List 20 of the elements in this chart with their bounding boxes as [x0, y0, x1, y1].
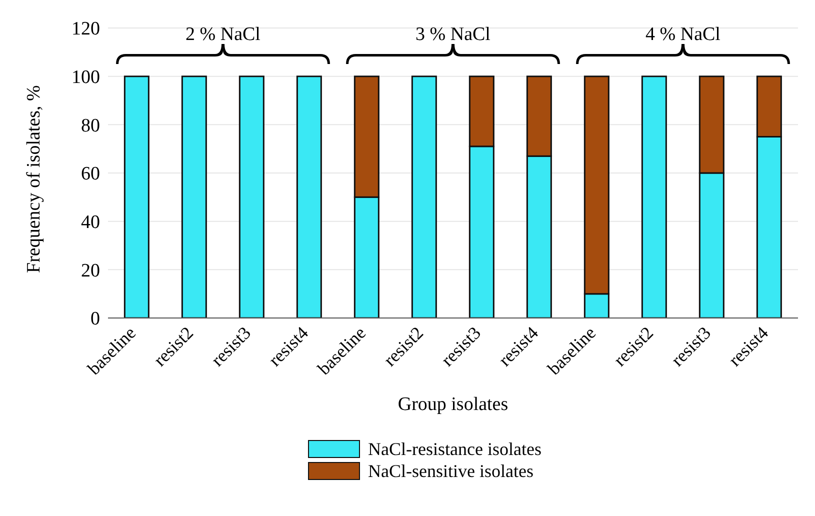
annotation: 4 % NaCl — [646, 24, 720, 45]
legend-label: NaCl-resistance isolates — [368, 438, 542, 460]
bar — [296, 76, 322, 318]
y-tick-label: 120 — [72, 18, 100, 40]
x-axis-title: Group isolates — [398, 394, 508, 415]
y-axis-title: Frequency of isolates, % — [24, 84, 45, 273]
annotation: 3 % NaCl — [416, 24, 490, 45]
y-tick-label: 80 — [81, 115, 100, 136]
bar — [181, 76, 207, 318]
y-tick-label: 100 — [72, 67, 100, 88]
y-tick-label: 0 — [90, 308, 100, 330]
bar — [238, 76, 264, 318]
annotation: 2 % NaCl — [186, 24, 260, 45]
bar — [411, 76, 437, 318]
bar — [124, 76, 150, 318]
y-tick-label: 40 — [81, 212, 100, 234]
y-tick-label: 20 — [81, 260, 100, 282]
y-tick-label: 60 — [81, 164, 100, 185]
legend-label: NaCl-sensitive isolates — [368, 460, 534, 482]
bar — [641, 76, 667, 318]
